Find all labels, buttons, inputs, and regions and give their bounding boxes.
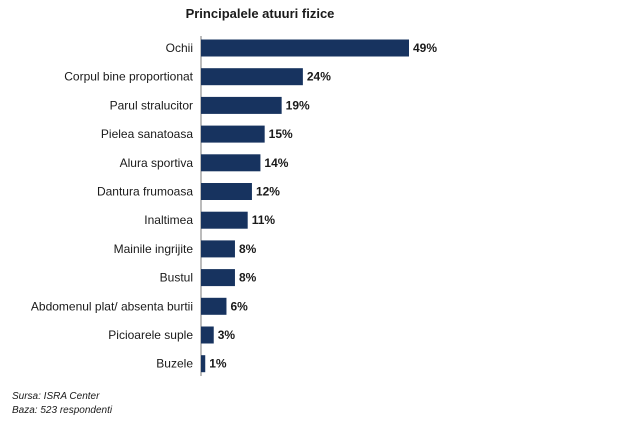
category-label: Bustul xyxy=(160,271,193,285)
bar xyxy=(201,183,252,200)
category-label: Ochii xyxy=(166,41,193,55)
bar xyxy=(201,39,409,57)
category-label: Buzele xyxy=(156,357,193,371)
category-label: Abdomenul plat/ absenta burtii xyxy=(31,299,193,313)
bar xyxy=(201,211,248,229)
category-label: Dantura frumoasa xyxy=(97,185,193,199)
bar xyxy=(201,96,282,114)
bar xyxy=(201,125,265,143)
value-label: 49% xyxy=(413,41,437,55)
category-label: Inaltimea xyxy=(144,213,193,227)
bar xyxy=(201,355,206,373)
value-label: 1% xyxy=(209,357,227,371)
value-label: 15% xyxy=(269,127,293,141)
category-label: Corpul bine proportionat xyxy=(64,70,193,84)
bar xyxy=(201,240,235,258)
bar xyxy=(201,326,214,344)
category-label: Picioarele suple xyxy=(108,328,193,342)
source-note: Sursa: ISRA Center xyxy=(12,391,100,402)
value-label: 11% xyxy=(252,213,276,227)
category-label: Pielea sanatoasa xyxy=(101,127,193,141)
chart-title: Principalele atuuri fizice xyxy=(186,6,335,21)
value-label: 12% xyxy=(256,185,280,199)
bar xyxy=(201,269,235,287)
category-label: Mainile ingrijite xyxy=(114,242,194,256)
value-label: 19% xyxy=(286,98,310,112)
bar xyxy=(201,68,303,86)
value-label: 24% xyxy=(307,70,331,84)
base-note: Baza: 523 respondenti xyxy=(12,405,113,416)
bar xyxy=(201,154,261,172)
category-label: Parul stralucitor xyxy=(110,98,193,112)
value-label: 8% xyxy=(239,242,257,256)
category-label: Alura sportiva xyxy=(120,156,194,170)
value-label: 8% xyxy=(239,271,257,285)
value-label: 14% xyxy=(264,156,288,170)
value-label: 6% xyxy=(230,299,248,313)
bar-group: Ochii 49% Corpul bine proportionat 24% Parul… xyxy=(31,39,437,373)
bar xyxy=(201,297,227,315)
value-label: 3% xyxy=(218,328,236,342)
